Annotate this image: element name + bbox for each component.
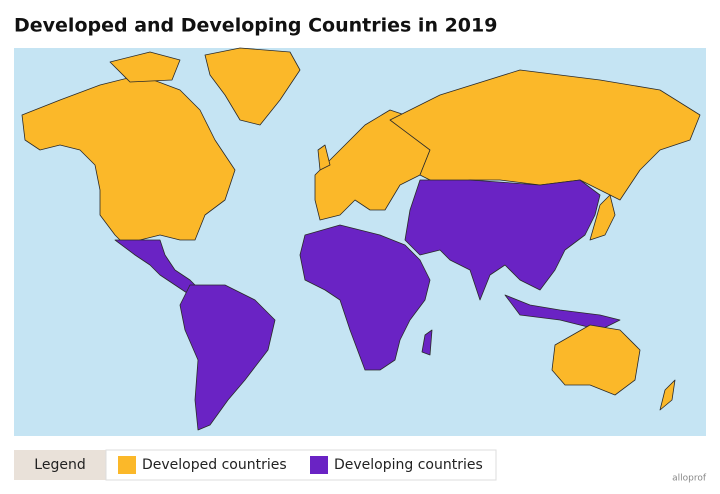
legend: Legend Developed countries Developing co… [14, 449, 497, 481]
watermark: alloprof [672, 474, 707, 484]
africa [299, 224, 431, 371]
new-zealand [659, 379, 676, 411]
australia [551, 324, 641, 396]
arctic-islands [109, 51, 181, 83]
legend-swatch [310, 456, 328, 474]
europe [314, 109, 431, 221]
legend-swatch [118, 456, 136, 474]
legend-title: Legend [34, 457, 85, 473]
greenland [204, 47, 301, 126]
legend-label: Developed countries [142, 457, 287, 473]
uk [317, 144, 331, 171]
south-america [179, 284, 276, 431]
map-title: Developed and Developing Countries in 20… [14, 15, 497, 37]
map [14, 47, 706, 436]
legend-title-box [14, 450, 106, 480]
north-america [21, 74, 236, 246]
madagascar [421, 329, 433, 356]
asia [404, 179, 601, 301]
japan [589, 194, 616, 241]
legend-label: Developing countries [334, 457, 483, 473]
legend-box [105, 449, 497, 481]
indonesia [504, 294, 621, 331]
